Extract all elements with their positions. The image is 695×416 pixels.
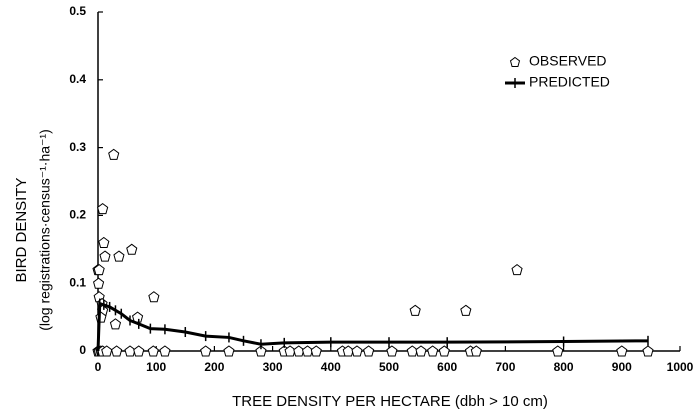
- observed-point: [255, 345, 267, 357]
- observed-point: [427, 345, 439, 357]
- x-tick-label: 0: [95, 360, 102, 374]
- legend-label: OBSERVED: [529, 53, 607, 69]
- x-tick-label: 100: [146, 360, 166, 374]
- x-tick-label: 1000: [667, 360, 694, 374]
- observed-point: [301, 345, 314, 357]
- observed-point: [124, 345, 136, 357]
- observed-point: [616, 345, 628, 357]
- observed-point: [126, 243, 138, 255]
- observed-point: [147, 345, 159, 357]
- observed-point: [552, 345, 564, 357]
- observed-point: [363, 345, 375, 357]
- y-axis-label: BIRD DENSITY: [13, 177, 30, 282]
- x-tick-label: 500: [379, 360, 399, 374]
- observed-point: [98, 236, 110, 249]
- observed-point: [93, 277, 105, 289]
- legend-label: PREDICTED: [529, 74, 610, 90]
- y-tick-label: 0.2: [69, 208, 86, 222]
- observed-point: [93, 264, 105, 276]
- x-tick-label: 400: [321, 360, 341, 374]
- y-tick-label: 0.4: [69, 72, 86, 86]
- observed-point: [200, 345, 212, 357]
- observed-point: [97, 202, 109, 215]
- observed-point: [310, 345, 322, 357]
- observed-point: [293, 345, 305, 357]
- observed-point: [223, 345, 235, 357]
- observed-point: [642, 345, 654, 357]
- y-tick-label: 0: [79, 343, 86, 357]
- observed-point: [409, 304, 421, 316]
- observed-point: [108, 148, 120, 160]
- x-tick-label: 300: [263, 360, 283, 374]
- observed-point: [386, 345, 398, 357]
- x-tick-label: 700: [495, 360, 515, 374]
- observed-point: [159, 345, 171, 357]
- y-axis-label: (log registrations·census⁻¹·ha⁻¹): [37, 129, 53, 331]
- observed-point: [470, 345, 482, 357]
- observed-point: [99, 250, 111, 262]
- observed-point: [460, 304, 472, 316]
- y-tick-label: 0.5: [69, 4, 86, 18]
- x-tick-label: 800: [554, 360, 574, 374]
- observed-point: [406, 345, 418, 357]
- observed-point: [101, 345, 113, 357]
- legend-symbol: [509, 56, 521, 67]
- observed-point: [438, 345, 450, 357]
- observed-point: [109, 318, 122, 330]
- predicted-line: [96, 301, 649, 352]
- x-axis-label: TREE DENSITY PER HECTARE (dbh > 10 cm): [232, 393, 548, 410]
- observed-point: [133, 345, 145, 357]
- observed-point: [511, 264, 523, 276]
- observed-point: [415, 345, 427, 357]
- y-tick-label: 0.1: [69, 275, 86, 289]
- observed-point: [148, 291, 160, 303]
- x-tick-label: 900: [612, 360, 632, 374]
- observed-point: [113, 250, 125, 262]
- x-tick-label: 600: [437, 360, 457, 374]
- observed-point: [111, 345, 123, 357]
- observed-point: [351, 345, 363, 357]
- y-tick-label: 0.3: [69, 140, 86, 154]
- x-tick-label: 200: [204, 360, 224, 374]
